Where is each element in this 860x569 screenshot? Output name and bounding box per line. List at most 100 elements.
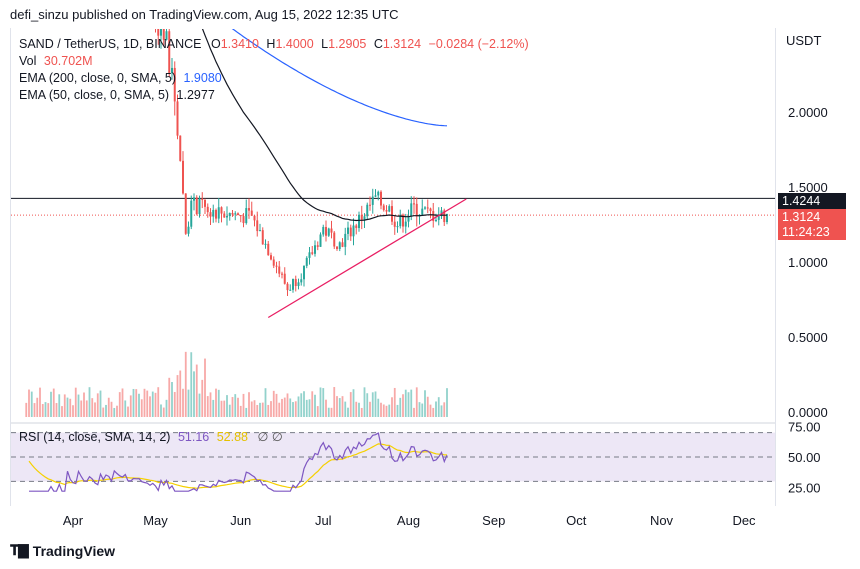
- candle-body: [300, 279, 303, 283]
- candle-body: [149, 0, 151, 8]
- candle-body: [204, 200, 206, 207]
- volume-bar: [396, 404, 399, 417]
- volume-bar: [421, 403, 424, 417]
- candle-body: [212, 209, 215, 217]
- published-header: defi_sinzu published on TradingView.com,…: [10, 7, 399, 22]
- change-value: −0.0284 (−2.12%): [428, 37, 529, 51]
- volume-bar: [382, 404, 385, 417]
- tradingview-footer[interactable]: 𝐓▇ TradingView: [10, 542, 115, 559]
- candle-body: [352, 225, 355, 237]
- candle-body: [289, 289, 292, 291]
- time-tick-label: Jul: [315, 513, 332, 528]
- volume-bar: [63, 394, 66, 417]
- candle-body: [437, 216, 440, 220]
- volume-bar: [33, 403, 36, 417]
- chart-frame[interactable]: [10, 28, 776, 506]
- volume-bar: [303, 391, 305, 417]
- time-tick-label: Sep: [482, 513, 505, 528]
- ema50-value: 1.2977: [176, 88, 215, 102]
- volume-bar: [217, 389, 220, 417]
- volume-bar: [135, 389, 138, 417]
- rsi-value: 51.16: [177, 430, 210, 444]
- currency-label: USDT: [786, 33, 821, 48]
- volume-bar: [187, 389, 190, 417]
- volume-bar: [151, 391, 154, 417]
- countdown-tag: 11:24:23: [778, 224, 846, 240]
- volume-bar: [193, 371, 195, 417]
- volume-bar: [399, 397, 402, 417]
- candle-body: [231, 213, 234, 215]
- volume-bar: [325, 399, 327, 417]
- candle-body: [281, 273, 283, 275]
- rsi-label: RSI (14, close, SMA, 14, 2): [19, 430, 171, 444]
- candle-body: [415, 203, 418, 217]
- volume-bar: [179, 370, 182, 417]
- candle-body: [152, 5, 154, 8]
- candle-body: [374, 195, 377, 197]
- candle-body: [272, 259, 275, 266]
- volume-bar: [113, 407, 116, 417]
- volume-bar: [129, 395, 132, 417]
- candle-body: [215, 209, 217, 219]
- volume-bar: [283, 397, 286, 417]
- volume-bar: [322, 388, 325, 417]
- volume-bar: [146, 390, 149, 417]
- volume-bar: [270, 401, 272, 417]
- volume-bar: [338, 398, 341, 417]
- candle-body: [275, 265, 278, 267]
- volume-bar: [198, 393, 201, 417]
- candle-body: [237, 213, 239, 216]
- volume-bar: [72, 405, 74, 417]
- volume-bar: [212, 399, 215, 417]
- candle-body: [242, 216, 245, 224]
- volume-bar: [239, 405, 242, 417]
- volume-bar: [44, 402, 47, 417]
- volume-bar: [127, 406, 129, 417]
- volume-bar: [242, 393, 245, 417]
- time-tick-label: Dec: [732, 513, 756, 528]
- volume-bar: [319, 387, 322, 417]
- candle-body: [250, 210, 253, 216]
- high-label: H: [266, 37, 276, 51]
- candle-body: [349, 227, 352, 237]
- candle-body: [297, 282, 300, 286]
- volume-bar: [374, 391, 377, 417]
- volume-bar: [418, 402, 421, 417]
- volume-bar: [380, 402, 382, 417]
- candle-body: [396, 226, 399, 228]
- volume-bar: [160, 404, 162, 417]
- volume-bar: [393, 387, 396, 417]
- volume-bar: [432, 407, 435, 417]
- volume-bar: [377, 398, 380, 417]
- volume-bar: [371, 392, 374, 417]
- volume-label: Vol: [19, 54, 37, 68]
- volume-bar: [336, 396, 338, 417]
- candle-body: [369, 204, 371, 206]
- high-value: 1.4000: [275, 37, 314, 51]
- volume-bar: [413, 407, 415, 417]
- volume-bar: [267, 404, 270, 417]
- time-tick-label: May: [143, 513, 168, 528]
- candle-body: [168, 31, 171, 74]
- volume-bar: [220, 400, 223, 417]
- close-label: C: [373, 37, 383, 51]
- candle-body: [311, 252, 314, 254]
- volume-bar: [184, 351, 187, 417]
- volume-bar: [80, 400, 83, 417]
- ema50-label: EMA (50, close, 0, SMA, 5): [19, 88, 170, 102]
- ema200-value: 1.9080: [183, 71, 222, 85]
- candle-body: [446, 213, 448, 223]
- candle-body: [155, 5, 157, 15]
- rsi-line: [29, 432, 448, 492]
- ohlc-legend: SAND / TetherUS, 1D, BINANCE O1.3410 H1.…: [19, 37, 529, 51]
- volume-bar: [308, 399, 311, 417]
- volume-bar: [85, 400, 88, 417]
- candle-body: [443, 210, 446, 223]
- candle-body: [182, 160, 184, 194]
- candle-body: [336, 246, 338, 249]
- candle-body: [363, 216, 366, 220]
- volume-bar: [223, 400, 226, 417]
- candle-body: [333, 232, 336, 247]
- volume-bar: [190, 352, 193, 417]
